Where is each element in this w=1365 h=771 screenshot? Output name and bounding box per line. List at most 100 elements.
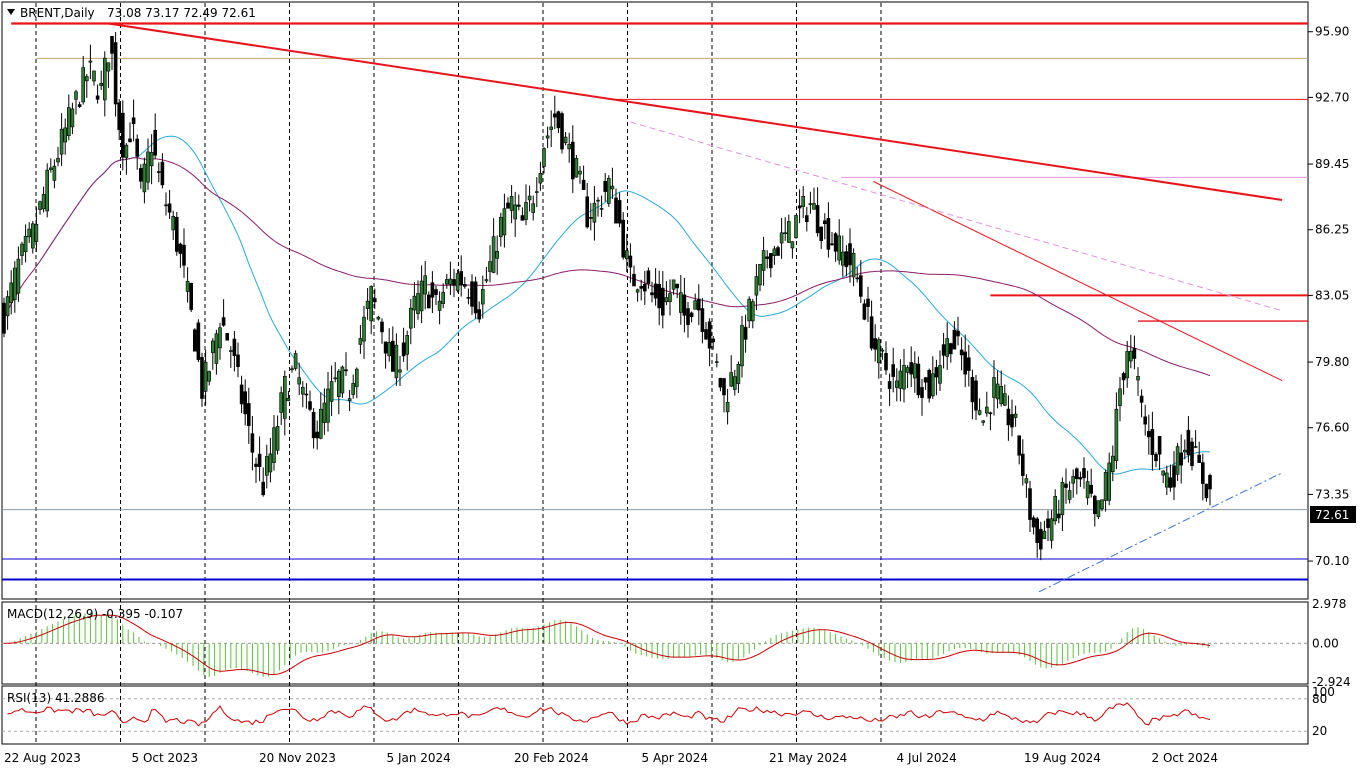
candle-bear — [247, 403, 251, 426]
candle-bull — [480, 289, 485, 305]
candle-bull — [218, 327, 222, 349]
candle-bull — [1100, 499, 1104, 510]
candle-bull — [495, 250, 500, 259]
candle-bear — [862, 303, 867, 320]
candle-bull — [67, 107, 71, 136]
macd-tick-label: 2.978 — [1312, 597, 1346, 611]
candle-bull — [840, 251, 845, 266]
candle-bull — [376, 316, 381, 320]
candle-bear — [1179, 452, 1183, 466]
candle-bull — [876, 339, 881, 364]
candle-bull — [20, 243, 24, 256]
candle-bear — [175, 216, 179, 252]
candle-bear — [722, 378, 726, 396]
candle-bear — [110, 36, 114, 54]
candle-bull — [336, 370, 341, 397]
trend-line[interactable] — [630, 121, 1283, 312]
trend-line[interactable] — [1038, 472, 1283, 593]
candle-bear — [1132, 348, 1137, 359]
candle-bull — [437, 300, 442, 311]
candle-bear — [822, 220, 827, 224]
candle-bear — [452, 279, 456, 286]
candle-bull — [1125, 351, 1129, 379]
candle-bear — [855, 277, 860, 280]
candle-bull — [419, 280, 424, 312]
candle-bull — [610, 185, 615, 190]
candle-bear — [221, 317, 226, 326]
candle-bear — [131, 117, 136, 125]
candle-bear — [1143, 416, 1147, 425]
candle-bear — [700, 308, 705, 332]
macd-series: 2.978 0.00 -2.924 — [2, 597, 1351, 689]
candle-bull — [509, 196, 514, 211]
candle-bull — [1165, 472, 1169, 488]
candle-bull — [758, 264, 762, 286]
rsi-tick-label: 20 — [1312, 724, 1327, 738]
trend-line[interactable] — [108, 22, 1283, 201]
candle-bear — [866, 298, 870, 307]
candle-bull — [592, 202, 597, 223]
candle-bear — [380, 321, 384, 333]
candle-bull — [268, 453, 273, 473]
candle-bull — [286, 397, 291, 402]
candle-bull — [542, 148, 546, 167]
price-tick-label: 83.05 — [1315, 288, 1349, 302]
candle-bull — [74, 91, 78, 100]
candle-bear — [560, 113, 564, 150]
time-tick-label: 5 Apr 2024 — [642, 751, 709, 765]
candle-bull — [880, 349, 885, 352]
candle-bear — [1147, 431, 1151, 438]
candle-bull — [52, 165, 57, 181]
candle-bear — [909, 362, 914, 375]
candle-bull — [408, 307, 413, 329]
candle-bull — [38, 201, 42, 210]
candle-bear — [466, 297, 471, 299]
candle-bear — [193, 329, 197, 352]
candle-bear — [167, 203, 172, 213]
candle-bear — [128, 138, 132, 143]
candle-bull — [1114, 408, 1119, 462]
candle-bear — [988, 412, 993, 415]
candle-bear — [459, 271, 464, 286]
candle-bear — [1204, 483, 1209, 499]
trend-line[interactable] — [873, 181, 1283, 381]
dropdown-triangle-icon[interactable] — [7, 9, 15, 15]
candle-bull — [898, 370, 903, 389]
time-tick-label: 20 Nov 2023 — [259, 751, 336, 765]
candle-bear — [1010, 414, 1014, 428]
candle-bear — [236, 354, 240, 368]
candle-bear — [776, 247, 780, 256]
candle-bear — [1201, 462, 1205, 484]
candle-bull — [732, 376, 737, 390]
candle-bull — [30, 223, 35, 249]
candle-bear — [139, 168, 143, 182]
candle-bull — [59, 128, 64, 155]
candle-bear — [628, 255, 633, 268]
candle-bull — [394, 344, 399, 379]
candle-bear — [1082, 468, 1086, 479]
candle-bull — [1049, 518, 1054, 541]
candle-bear — [117, 102, 121, 130]
candle-bear — [570, 141, 575, 180]
candle-bull — [441, 292, 446, 304]
candle-bull — [524, 202, 528, 220]
price-tick-label: 92.70 — [1315, 90, 1349, 104]
candle-bear — [250, 433, 255, 453]
candle-bull — [534, 191, 539, 193]
candle-bear — [1089, 484, 1093, 494]
candle-bear — [743, 326, 748, 340]
candle-bull — [211, 340, 215, 353]
candle-bull — [750, 301, 755, 322]
candle-bear — [1028, 488, 1032, 520]
candle-bear — [585, 196, 590, 228]
candle-bull — [88, 60, 93, 63]
candle-bull — [992, 377, 996, 398]
candle-bear — [966, 357, 971, 371]
candle-bear — [675, 283, 680, 289]
trend-lines[interactable] — [108, 22, 1283, 593]
symbol-label: BRENT,Daily — [20, 6, 95, 20]
candle-bull — [13, 267, 17, 301]
candle-bull — [984, 406, 989, 414]
candle-bear — [1017, 435, 1022, 456]
